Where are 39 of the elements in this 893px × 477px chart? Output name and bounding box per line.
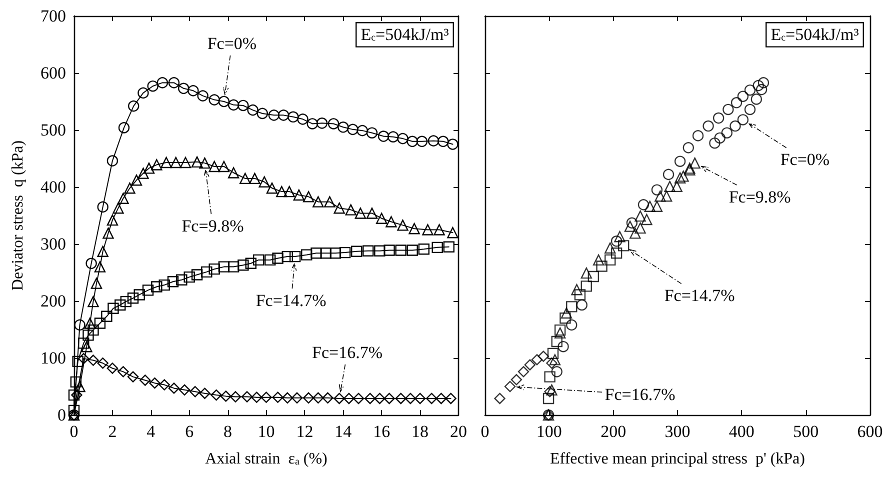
y-tick-label: 400 <box>40 178 66 196</box>
annotation: Fc=14.7% <box>664 286 735 306</box>
x-tick-label: 2 <box>108 422 117 441</box>
x-tick-label: 500 <box>793 422 819 441</box>
x-tick-label: 200 <box>600 422 626 441</box>
x-tick-label: 20 <box>450 422 467 441</box>
x-tick-label: 0 <box>480 422 490 441</box>
y-tick-label: 300 <box>40 234 66 254</box>
x-tick-label: 6 <box>185 422 194 441</box>
y-tick-label: 0 <box>58 406 66 424</box>
x-tick-label: 4 <box>146 422 156 441</box>
x-axis-title: Effective mean principal stress p' (kPa) <box>550 450 805 468</box>
x-tick-label: 100 <box>536 422 562 441</box>
annotation: Fc=16.7% <box>312 342 383 362</box>
annotation: Ec=504kJ/m³ <box>360 25 449 44</box>
y-tick-label: 500 <box>40 120 66 140</box>
annotation: Fc=0% <box>207 34 257 53</box>
annotation: Ec=504kJ/m³ <box>770 25 859 44</box>
annotation: Fc=16.7% <box>604 385 676 404</box>
x-tick-label: 600 <box>857 422 883 441</box>
x-tick-label: 8 <box>224 422 232 441</box>
y-tick-label: 700 <box>40 6 66 26</box>
x-tick-label: 14 <box>334 422 352 441</box>
annotation: Fc=9.8% <box>728 188 791 207</box>
x-tick-label: 10 <box>258 422 275 441</box>
x-tick-label: 0 <box>70 422 78 441</box>
annotation: Fc=9.8% <box>182 216 244 236</box>
x-tick-label: 12 <box>296 422 314 441</box>
x-axis-title: Axial strain εa (%) <box>205 450 328 468</box>
y-tick-label: 600 <box>40 64 66 82</box>
x-tick-label: 300 <box>664 422 690 441</box>
x-tick-label: 400 <box>728 422 754 441</box>
x-tick-label: 16 <box>373 422 390 441</box>
annotation: Fc=14.7% <box>256 291 326 310</box>
y-tick-label: 200 <box>40 292 66 310</box>
y-tick-label: 100 <box>40 348 66 368</box>
y-axis-title: Deviator stress q (kPa) <box>10 140 26 291</box>
annotation: Fc=0% <box>780 150 830 170</box>
x-tick-label: 18 <box>412 422 429 441</box>
